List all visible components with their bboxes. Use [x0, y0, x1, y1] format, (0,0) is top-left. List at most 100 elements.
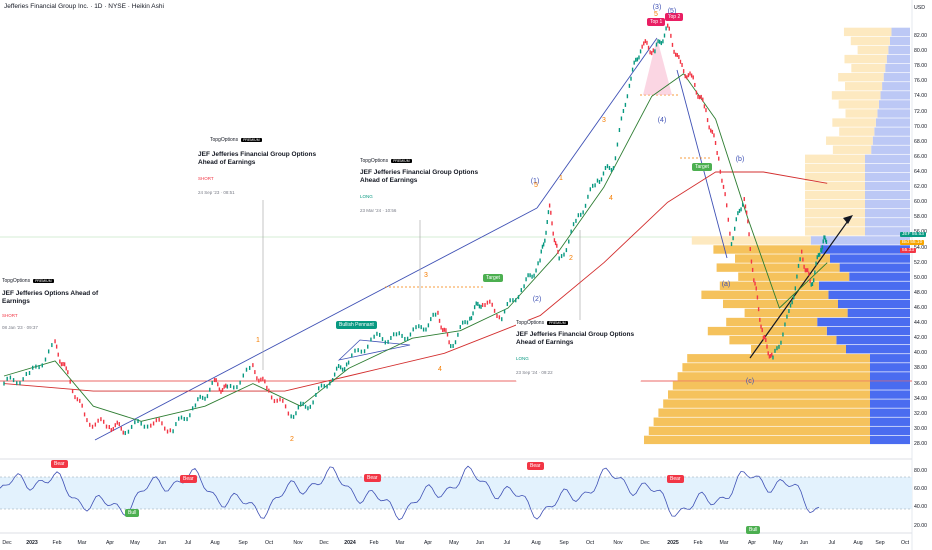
candle: [741, 202, 744, 207]
candle: [206, 394, 209, 399]
candle: [618, 128, 621, 133]
premium-badge: PREMIUM: [33, 279, 54, 283]
vp-bar-sell: [691, 236, 811, 245]
candle: [404, 336, 406, 341]
candle: [716, 150, 718, 155]
candle: [425, 327, 427, 332]
x-tick-label: 2024: [344, 540, 356, 546]
candle: [649, 50, 651, 55]
currency-label: USD: [914, 5, 925, 11]
candle: [765, 338, 767, 343]
top-triangle: [643, 38, 672, 95]
idea-title: JEF Jefferies Financial Group Options Ah…: [516, 331, 635, 347]
candle: [657, 39, 659, 44]
x-tick-label: Oct: [585, 540, 595, 546]
x-tick-label: Jun: [799, 540, 809, 546]
candle: [457, 332, 459, 337]
candle: [679, 59, 682, 64]
candle: [666, 23, 669, 28]
candle: [523, 284, 525, 289]
candle: [509, 298, 511, 303]
candle: [560, 254, 563, 259]
candle: [114, 423, 116, 428]
candle: [65, 366, 67, 371]
candle: [665, 26, 667, 31]
candle: [108, 425, 110, 430]
candle: [91, 424, 94, 429]
candle: [491, 302, 493, 307]
candle: [786, 314, 788, 319]
candle: [309, 404, 312, 409]
series-sma-slow: [3, 171, 828, 392]
x-tick-label: Aug: [531, 540, 541, 546]
wave-label: 1: [559, 175, 563, 182]
candle: [297, 405, 300, 410]
candle: [186, 417, 188, 422]
candle: [589, 187, 592, 192]
candle: [63, 362, 66, 367]
y-tick-label: 38.00: [914, 365, 927, 372]
grid: [0, 0, 913, 550]
candle: [750, 259, 753, 264]
vp-bar-sell: [850, 36, 890, 46]
idea-card-2[interactable]: TopgOptions PREMIUM JEF Jefferies Financi…: [198, 137, 323, 199]
candle: [756, 295, 759, 300]
vp-bar-buy: [865, 172, 910, 182]
candle: [799, 257, 801, 262]
candle: [793, 295, 795, 300]
candle: [768, 354, 771, 359]
candle: [335, 366, 338, 371]
wave-label: 1: [256, 337, 260, 344]
candle: [803, 264, 805, 269]
candle: [329, 381, 331, 386]
vp-bar-sell: [735, 254, 830, 263]
candle: [312, 400, 314, 405]
candle: [806, 268, 809, 273]
idea-card-4[interactable]: TopgOptions PREMIUM JEF Jefferies Financi…: [516, 320, 641, 382]
y-tick-label: 44.00: [914, 320, 927, 327]
candle: [797, 263, 800, 268]
vp-bar-buy: [874, 127, 910, 136]
vp-bar-sell: [729, 335, 837, 345]
wave-label: 2: [290, 436, 294, 443]
y-tick-label: 70.00: [914, 123, 927, 130]
x-tick-label: Sep: [238, 540, 248, 546]
candle: [801, 249, 803, 254]
candle: [223, 384, 225, 389]
vp-bar-sell: [844, 82, 883, 91]
price-tag: Bid 55.10: [900, 240, 925, 245]
wave-label: 5: [654, 11, 658, 18]
candle: [705, 108, 707, 113]
x-tick-label: Jul: [828, 540, 836, 546]
y-tick-label: 32.00: [914, 410, 927, 417]
candle: [612, 166, 615, 171]
candle: [719, 169, 722, 174]
vp-bar-buy: [870, 399, 910, 408]
idea-card-1[interactable]: TopgOptions PREMIUM JEF Jefferies Options…: [2, 278, 110, 330]
idea-title: JEF Jefferies Financial Group Options Ah…: [360, 169, 479, 185]
candle: [47, 349, 50, 354]
candle: [592, 183, 594, 188]
candle: [671, 42, 674, 47]
candle: [647, 45, 650, 50]
idea-card-3[interactable]: TopgOptions PREMIUM JEF Jefferies Financi…: [360, 158, 485, 220]
candle: [809, 278, 811, 283]
candle: [713, 133, 715, 138]
x-tick-label: Dec: [2, 540, 12, 546]
candle: [638, 55, 640, 60]
vp-bar-sell: [832, 118, 876, 127]
vp-bar-buy: [888, 45, 910, 55]
candle: [662, 39, 664, 44]
candle: [120, 426, 122, 431]
bear-label: Bear: [527, 462, 544, 470]
candle: [398, 331, 400, 336]
vp-bar-sell: [719, 281, 819, 290]
candle: [370, 337, 372, 342]
candle: [628, 83, 631, 88]
candle: [76, 397, 79, 402]
y-tick-label: 76.00: [914, 78, 927, 85]
candle: [438, 318, 441, 323]
vp-bar-buy: [865, 181, 910, 191]
vp-bar-buy: [870, 390, 910, 399]
